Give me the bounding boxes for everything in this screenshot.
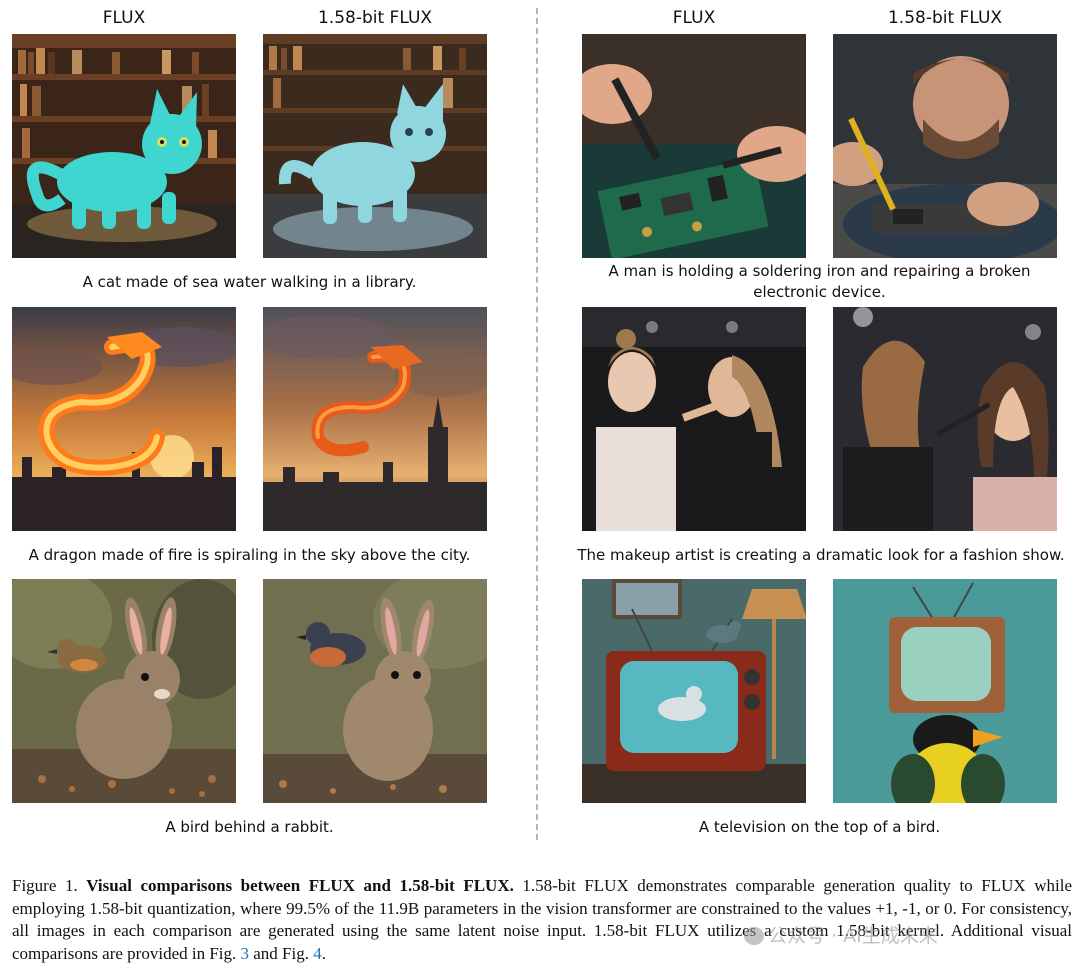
watermark-text: 公众号 · AI生成未来 (768, 925, 938, 947)
caption-soldering-line2: electronic device. (753, 283, 886, 301)
image-soldering-158bit (833, 34, 1057, 258)
image-soldering-flux (582, 34, 806, 258)
image-dragon-158bit (263, 307, 487, 531)
image-makeup-flux (582, 307, 806, 531)
column-label-flux-right: FLUX (672, 8, 716, 28)
column-divider (536, 8, 538, 840)
figure-label: Figure 1. (12, 876, 78, 895)
watermark: 公众号 · AI生成未来 (744, 921, 938, 948)
caption-soldering-line1: A man is holding a soldering iron and re… (608, 262, 1031, 280)
caption-rabbit: A bird behind a rabbit. (165, 818, 334, 836)
figure-period: . (321, 943, 326, 963)
figure-ref-4-link[interactable]: 4 (313, 943, 322, 963)
image-tv-158bit (833, 579, 1057, 803)
column-label-flux-left: FLUX (102, 8, 146, 28)
caption-tv: A television on the top of a bird. (698, 818, 941, 836)
figure-body: 1.58-bit FLUX demonstrates comparable ge… (12, 876, 1072, 963)
caption-soldering: A man is holding a soldering iron and re… (582, 261, 1057, 303)
figure-title: Visual comparisons between FLUX and 1.58… (86, 876, 514, 895)
image-tv-flux (582, 579, 806, 803)
figure-ref-3-link[interactable]: 3 (240, 943, 250, 963)
image-cat-158bit (263, 34, 487, 258)
column-label-158bit-left: 1.58-bit FLUX (317, 8, 433, 28)
caption-cat: A cat made of sea water walking in a lib… (82, 273, 417, 291)
caption-dragon: A dragon made of fire is spiraling in th… (28, 546, 471, 564)
column-label-158bit-right: 1.58-bit FLUX (887, 8, 1003, 28)
image-dragon-flux (12, 307, 236, 531)
figure-caption: Figure 1. Visual comparisons between FLU… (12, 875, 1072, 965)
image-rabbit-158bit (263, 579, 487, 803)
caption-makeup: The makeup artist is creating a dramatic… (577, 546, 1065, 564)
image-cat-flux (12, 34, 236, 258)
image-rabbit-flux (12, 579, 236, 803)
image-makeup-158bit (833, 307, 1057, 531)
wechat-logo-icon (744, 927, 764, 945)
figure-and: and Fig. (253, 943, 309, 963)
